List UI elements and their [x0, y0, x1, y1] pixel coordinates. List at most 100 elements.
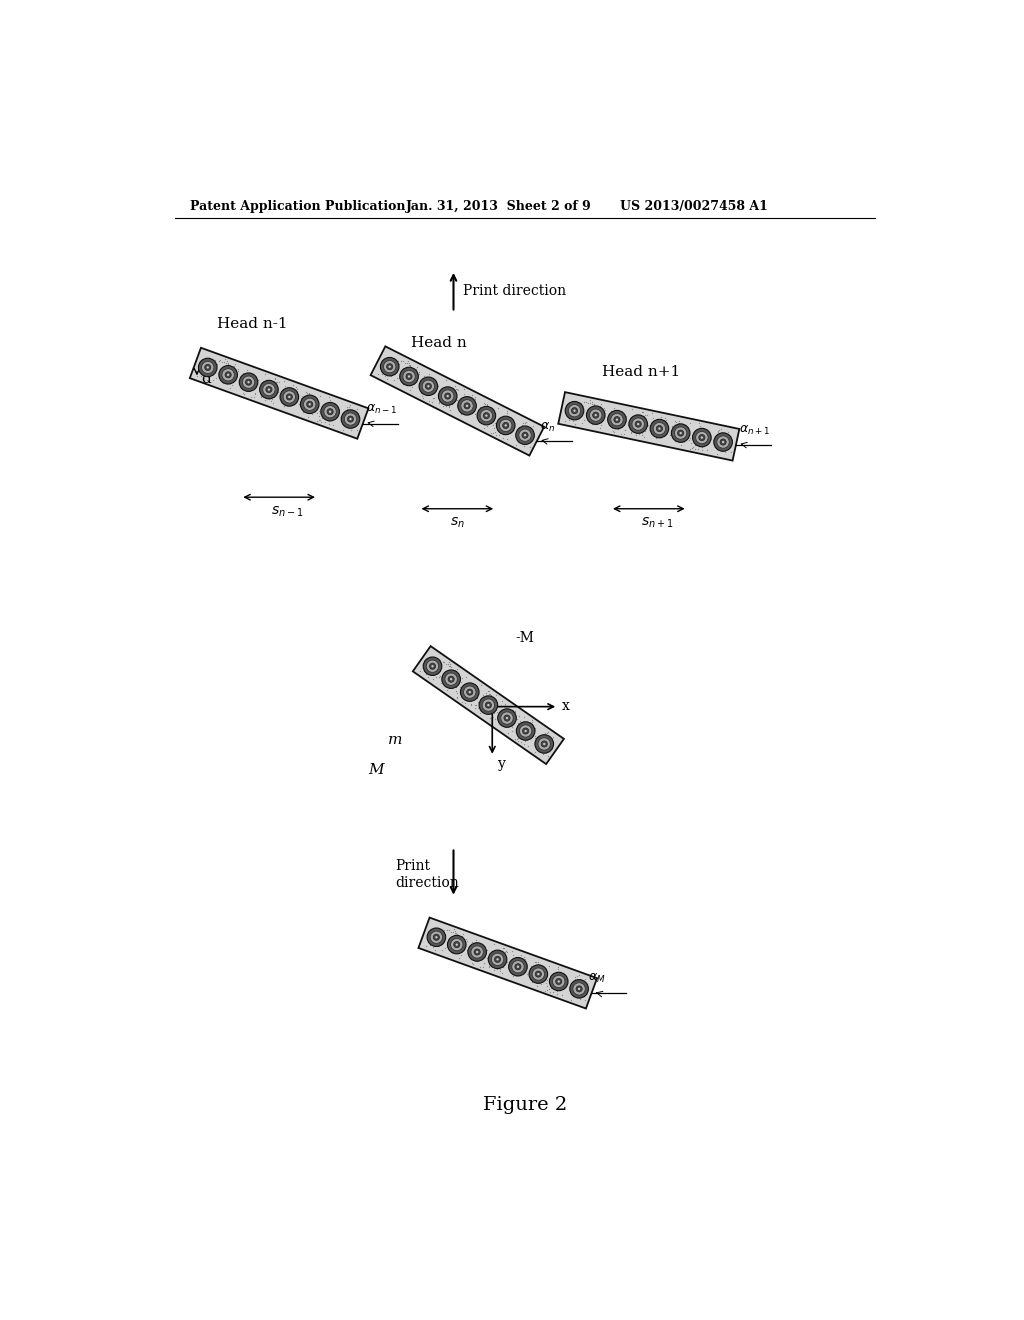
- Point: [421, 649, 437, 671]
- Point: [406, 360, 422, 381]
- Point: [453, 944, 469, 965]
- Circle shape: [227, 374, 229, 376]
- Point: [396, 352, 413, 374]
- Point: [495, 428, 511, 449]
- Point: [722, 426, 738, 447]
- Point: [489, 412, 506, 433]
- Point: [419, 655, 435, 676]
- Point: [395, 374, 412, 395]
- Circle shape: [433, 935, 439, 940]
- Point: [486, 956, 503, 977]
- Point: [680, 418, 696, 440]
- Point: [447, 675, 464, 696]
- Point: [447, 677, 464, 698]
- Point: [422, 647, 438, 668]
- Point: [428, 667, 444, 688]
- Circle shape: [344, 413, 356, 425]
- Point: [424, 931, 440, 952]
- Point: [420, 921, 436, 942]
- Point: [295, 401, 311, 422]
- Point: [529, 953, 546, 974]
- Point: [571, 989, 588, 1010]
- Point: [287, 380, 303, 401]
- Point: [618, 407, 635, 428]
- Circle shape: [324, 405, 336, 418]
- Circle shape: [388, 366, 391, 368]
- Point: [653, 407, 670, 428]
- Point: [234, 379, 251, 400]
- Point: [195, 360, 211, 381]
- Point: [570, 409, 587, 430]
- Point: [469, 404, 485, 425]
- Point: [431, 936, 447, 957]
- Point: [525, 421, 542, 442]
- Point: [454, 401, 470, 422]
- Circle shape: [698, 434, 705, 441]
- Point: [432, 653, 449, 675]
- Point: [550, 956, 566, 977]
- Point: [425, 927, 441, 948]
- Point: [717, 442, 733, 463]
- Point: [637, 405, 653, 426]
- Circle shape: [380, 358, 399, 376]
- Point: [505, 965, 521, 986]
- Point: [541, 956, 557, 977]
- Point: [437, 664, 454, 685]
- Text: Patent Application Publication: Patent Application Publication: [190, 199, 406, 213]
- Point: [488, 420, 505, 441]
- Point: [253, 387, 269, 408]
- Point: [449, 924, 465, 945]
- Point: [625, 399, 641, 420]
- Text: $\alpha_M$: $\alpha_M$: [588, 972, 605, 985]
- Point: [463, 678, 479, 700]
- Circle shape: [449, 676, 455, 682]
- Point: [628, 421, 644, 442]
- Point: [536, 735, 552, 756]
- Point: [441, 672, 458, 693]
- Point: [215, 372, 231, 393]
- Point: [451, 948, 467, 969]
- Point: [475, 953, 492, 974]
- Text: x: x: [562, 700, 570, 714]
- Point: [459, 404, 475, 425]
- Point: [524, 416, 541, 437]
- Point: [535, 956, 551, 977]
- Point: [454, 925, 470, 946]
- Point: [587, 411, 603, 432]
- Point: [486, 708, 503, 729]
- Circle shape: [692, 428, 711, 446]
- Point: [199, 370, 215, 391]
- Point: [481, 957, 498, 978]
- Point: [526, 719, 543, 741]
- Circle shape: [341, 409, 359, 428]
- Point: [386, 359, 402, 380]
- Point: [377, 359, 393, 380]
- Point: [479, 393, 496, 414]
- Point: [460, 942, 476, 964]
- Point: [645, 408, 662, 429]
- Point: [425, 936, 441, 957]
- Point: [476, 953, 493, 974]
- Circle shape: [384, 360, 396, 372]
- Point: [578, 391, 594, 412]
- Point: [421, 935, 437, 956]
- Point: [536, 956, 552, 977]
- Point: [498, 714, 514, 735]
- Point: [223, 370, 240, 391]
- Circle shape: [469, 690, 471, 693]
- Point: [412, 376, 428, 397]
- Circle shape: [202, 362, 214, 374]
- Point: [416, 661, 432, 682]
- Point: [584, 393, 600, 414]
- Point: [502, 714, 518, 735]
- Point: [310, 400, 327, 421]
- Point: [633, 404, 649, 425]
- Point: [504, 940, 520, 961]
- Point: [309, 391, 326, 412]
- Point: [544, 965, 560, 986]
- Point: [464, 936, 480, 957]
- Point: [478, 682, 495, 704]
- Point: [231, 374, 248, 395]
- Point: [257, 364, 273, 385]
- Circle shape: [427, 928, 445, 946]
